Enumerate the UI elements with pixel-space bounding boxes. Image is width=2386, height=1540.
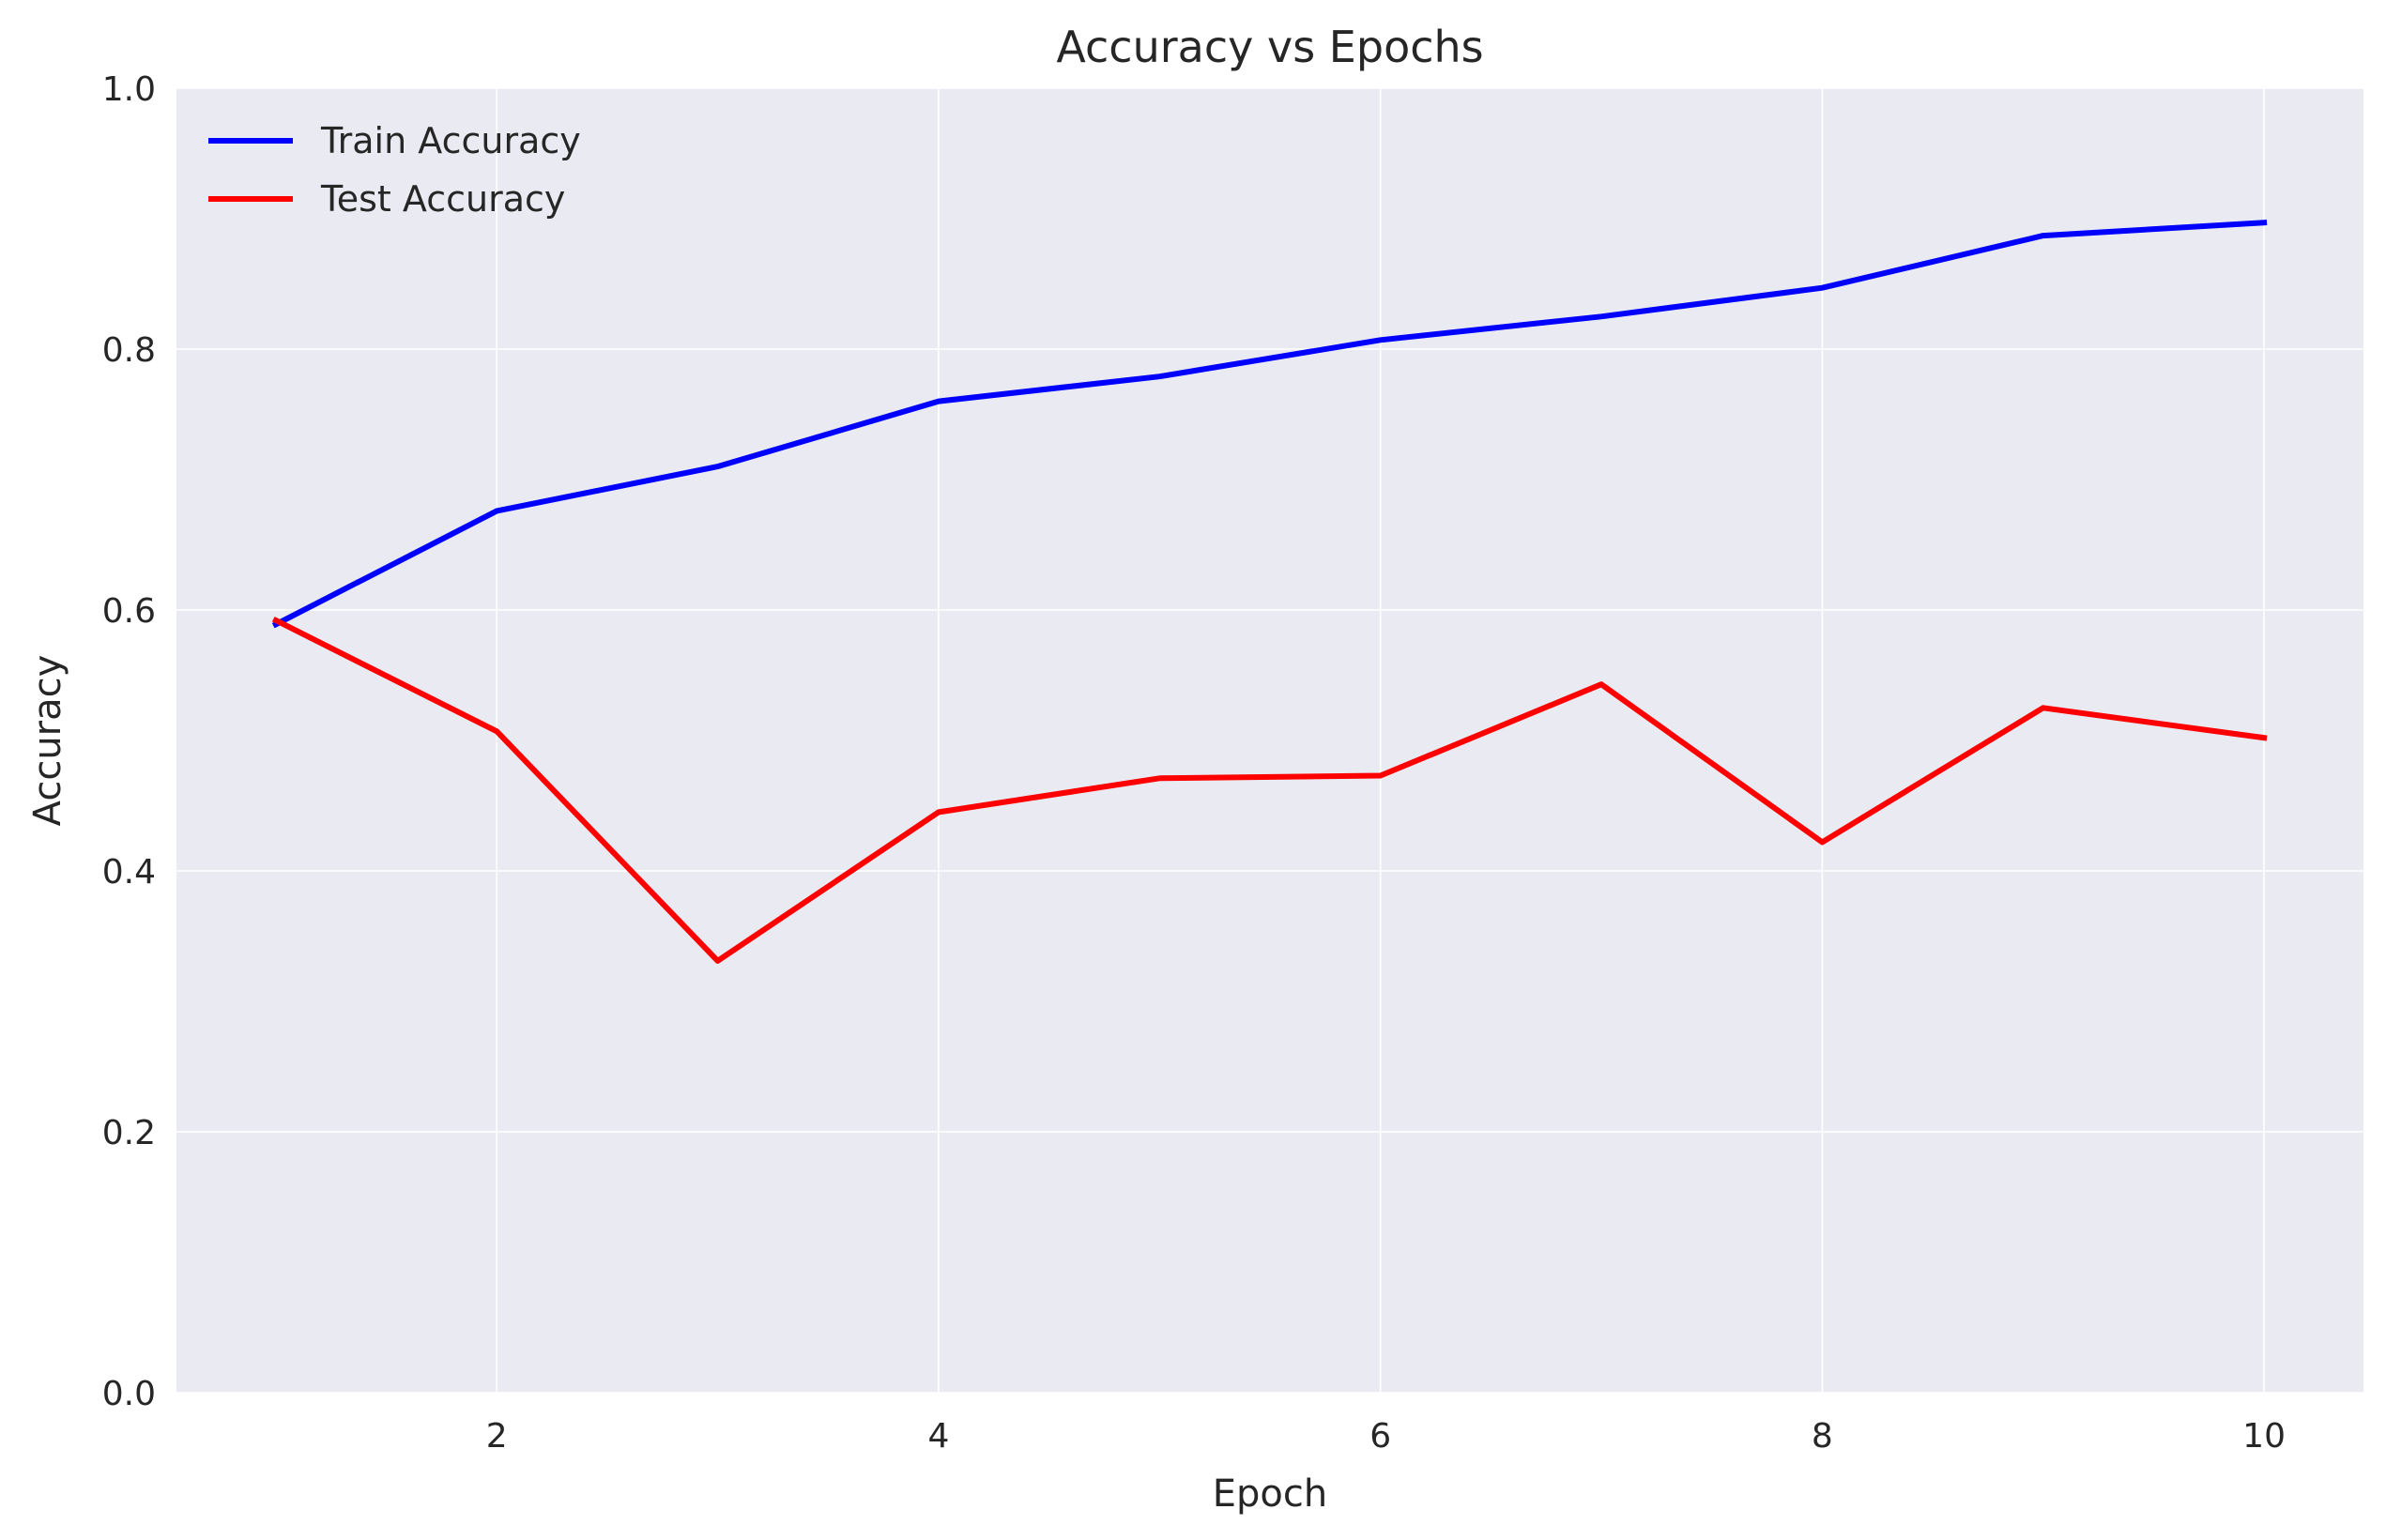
x-tick-label: 10 (2242, 1417, 2286, 1456)
y-tick-label: 0.8 (102, 331, 156, 370)
y-tick-label: 0.2 (102, 1114, 156, 1152)
x-axis-ticks: 2 4 6 8 10 (486, 1417, 2286, 1456)
x-tick-label: 8 (1812, 1417, 1833, 1456)
y-tick-label: 1.0 (102, 70, 156, 109)
legend-label: Test Accuracy (320, 178, 565, 220)
series-line-test (271, 617, 2268, 964)
series-lines (271, 220, 2268, 964)
plot-area (176, 88, 2363, 1393)
x-tick-label: 2 (486, 1417, 508, 1456)
legend-label: Train Accuracy (320, 120, 581, 161)
y-axis-label: Accuracy (26, 655, 69, 827)
y-tick-label: 0.4 (102, 853, 156, 892)
legend: Train Accuracy Test Accuracy (208, 120, 581, 220)
y-tick-label: 0.6 (102, 592, 156, 631)
chart-title: Accuracy vs Epochs (1056, 22, 1483, 72)
x-tick-label: 6 (1369, 1417, 1391, 1456)
x-tick-label: 4 (928, 1417, 950, 1456)
x-axis-label: Epoch (1213, 1472, 1327, 1516)
y-axis-ticks: 0.0 0.2 0.4 0.6 0.8 1.0 (102, 70, 156, 1413)
series-line-train (271, 220, 2268, 629)
y-tick-label: 0.0 (102, 1375, 156, 1413)
